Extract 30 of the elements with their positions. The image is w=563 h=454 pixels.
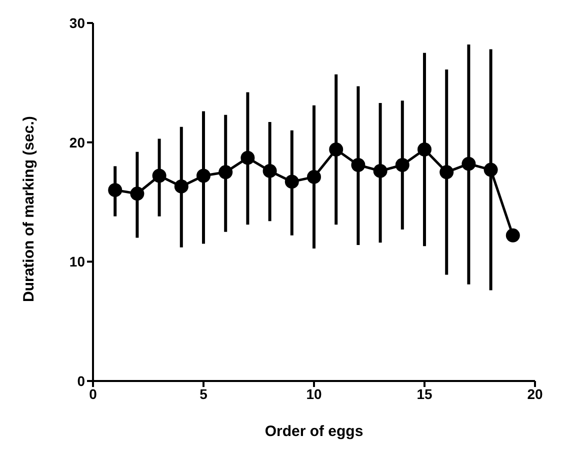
point — [108, 183, 122, 198]
x-tick-label: 5 — [200, 386, 208, 402]
point — [440, 165, 454, 180]
point — [218, 165, 233, 180]
y-tick-label: 20 — [69, 134, 86, 150]
y-tick-label: 0 — [77, 372, 86, 389]
x-axis-title: Order of eggs — [264, 423, 364, 440]
point — [174, 179, 188, 194]
point — [196, 168, 210, 183]
point — [262, 164, 277, 178]
point — [329, 142, 344, 156]
point — [307, 170, 321, 184]
point — [373, 164, 388, 178]
point — [351, 158, 366, 172]
x-tick-label: 10 — [306, 386, 322, 402]
point — [506, 228, 520, 242]
point — [462, 156, 476, 171]
point — [284, 174, 299, 189]
point — [418, 142, 432, 156]
y-tick-label: 10 — [69, 254, 86, 270]
x-tick-label: 15 — [416, 386, 432, 402]
point — [395, 158, 410, 172]
point — [130, 186, 144, 201]
point — [484, 162, 498, 177]
x-tick-label: 0 — [89, 386, 98, 402]
y-axis-title: Duration of marking (sec.) — [20, 116, 38, 302]
point — [240, 150, 255, 165]
point — [152, 168, 166, 183]
y-tick-label: 30 — [69, 14, 86, 31]
x-tick-label: 20 — [527, 386, 543, 402]
